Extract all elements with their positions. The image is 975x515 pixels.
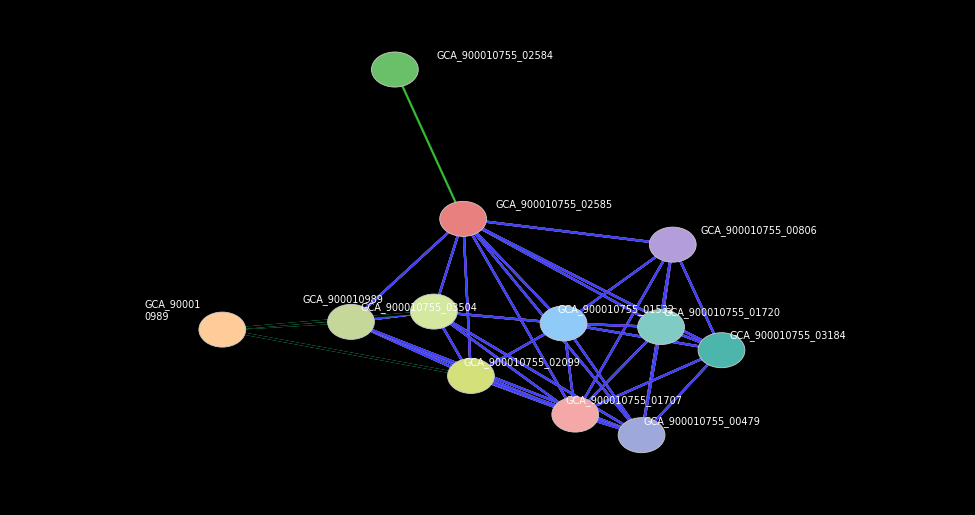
Ellipse shape	[552, 397, 599, 432]
Text: GCA_900010755_01720: GCA_900010755_01720	[663, 307, 780, 318]
Text: GCA_900010755_02585: GCA_900010755_02585	[495, 199, 612, 210]
Ellipse shape	[540, 306, 587, 341]
Text: GCA_900010989: GCA_900010989	[302, 294, 383, 305]
Ellipse shape	[328, 304, 374, 339]
Ellipse shape	[440, 201, 487, 236]
Ellipse shape	[410, 294, 457, 329]
Ellipse shape	[371, 52, 418, 87]
Ellipse shape	[448, 358, 494, 393]
Text: GCA_900010755_03504: GCA_900010755_03504	[361, 302, 478, 313]
Text: GCA_900010755_01707: GCA_900010755_01707	[566, 396, 682, 406]
Ellipse shape	[618, 418, 665, 453]
Text: GCA_90001
0989: GCA_90001 0989	[144, 299, 201, 322]
Ellipse shape	[199, 312, 246, 347]
Ellipse shape	[638, 310, 684, 345]
Text: GCA_900010755_01532: GCA_900010755_01532	[558, 304, 675, 315]
Text: GCA_900010755_00806: GCA_900010755_00806	[700, 225, 817, 236]
Ellipse shape	[649, 227, 696, 262]
Ellipse shape	[698, 333, 745, 368]
Text: GCA_900010755_00479: GCA_900010755_00479	[644, 416, 760, 427]
Text: GCA_900010755_02584: GCA_900010755_02584	[437, 50, 554, 61]
Text: GCA_900010755_03184: GCA_900010755_03184	[729, 331, 846, 341]
Text: GCA_900010755_02099: GCA_900010755_02099	[463, 357, 580, 368]
